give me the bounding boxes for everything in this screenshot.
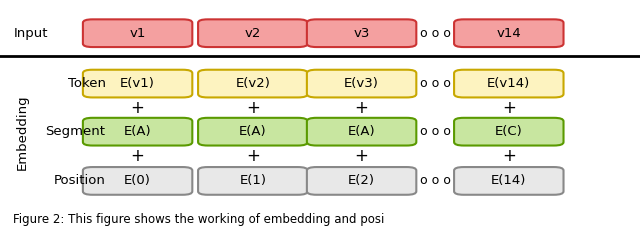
FancyBboxPatch shape [83,19,192,47]
Text: E(C): E(C) [495,125,523,138]
FancyBboxPatch shape [307,19,416,47]
FancyBboxPatch shape [198,19,307,47]
FancyBboxPatch shape [83,167,192,195]
Text: E(v3): E(v3) [344,77,379,90]
Text: +: + [355,147,369,165]
Text: +: + [131,147,145,165]
Text: E(A): E(A) [348,125,376,138]
Text: o o o: o o o [420,27,451,40]
Text: o o o: o o o [420,77,451,90]
FancyBboxPatch shape [454,19,564,47]
FancyBboxPatch shape [454,118,564,146]
Text: o o o: o o o [420,125,451,138]
Text: o o o: o o o [420,174,451,187]
Text: Position: Position [54,174,106,187]
Text: E(0): E(0) [124,174,151,187]
FancyBboxPatch shape [198,118,307,146]
FancyBboxPatch shape [198,70,307,98]
FancyBboxPatch shape [454,167,564,195]
Text: E(2): E(2) [348,174,375,187]
Text: Figure 2: This figure shows the working of embedding and posi: Figure 2: This figure shows the working … [13,213,384,226]
FancyBboxPatch shape [307,118,416,146]
Text: v3: v3 [353,27,370,40]
Text: Segment: Segment [45,125,106,138]
Text: E(v14): E(v14) [487,77,531,90]
Text: E(A): E(A) [124,125,152,138]
Text: E(v2): E(v2) [236,77,270,90]
Text: E(A): E(A) [239,125,267,138]
Text: +: + [131,99,145,117]
FancyBboxPatch shape [307,167,416,195]
FancyBboxPatch shape [83,118,192,146]
Text: +: + [246,99,260,117]
Text: E(14): E(14) [491,174,527,187]
FancyBboxPatch shape [198,167,307,195]
Text: E(v1): E(v1) [120,77,155,90]
FancyBboxPatch shape [454,70,564,98]
Text: v2: v2 [244,27,261,40]
Text: +: + [502,99,516,117]
FancyBboxPatch shape [83,70,192,98]
Text: v1: v1 [129,27,146,40]
FancyBboxPatch shape [307,70,416,98]
Text: +: + [502,147,516,165]
Text: Input: Input [13,27,48,40]
Text: Token: Token [68,77,106,90]
Text: E(1): E(1) [239,174,266,187]
Text: v14: v14 [497,27,521,40]
Text: Embedding: Embedding [16,94,29,170]
Text: +: + [246,147,260,165]
Text: +: + [355,99,369,117]
